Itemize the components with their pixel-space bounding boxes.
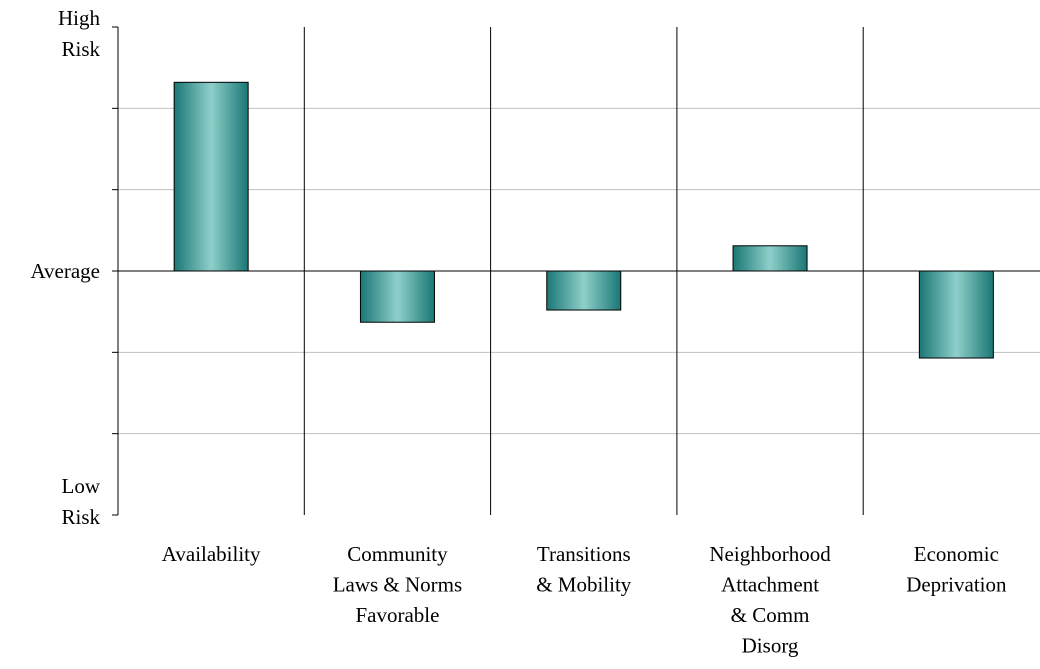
bar [732,245,808,272]
bar [359,270,435,323]
x-tick-label: Economic Deprivation [906,542,1007,597]
bar [173,81,249,272]
y-tick-label: High Risk [58,6,101,61]
bar [918,270,994,359]
x-tick-label: Availability [162,542,261,566]
x-tick-label: Community Laws & Norms Favorable [333,542,463,627]
bar [546,270,622,311]
x-tick-label: Transitions & Mobility [536,542,632,597]
y-tick-label: Low Risk [61,474,100,529]
y-tick-label: Average [30,259,100,283]
x-tick-label: Neighborhood Attachment & Comm Disorg [709,542,831,658]
